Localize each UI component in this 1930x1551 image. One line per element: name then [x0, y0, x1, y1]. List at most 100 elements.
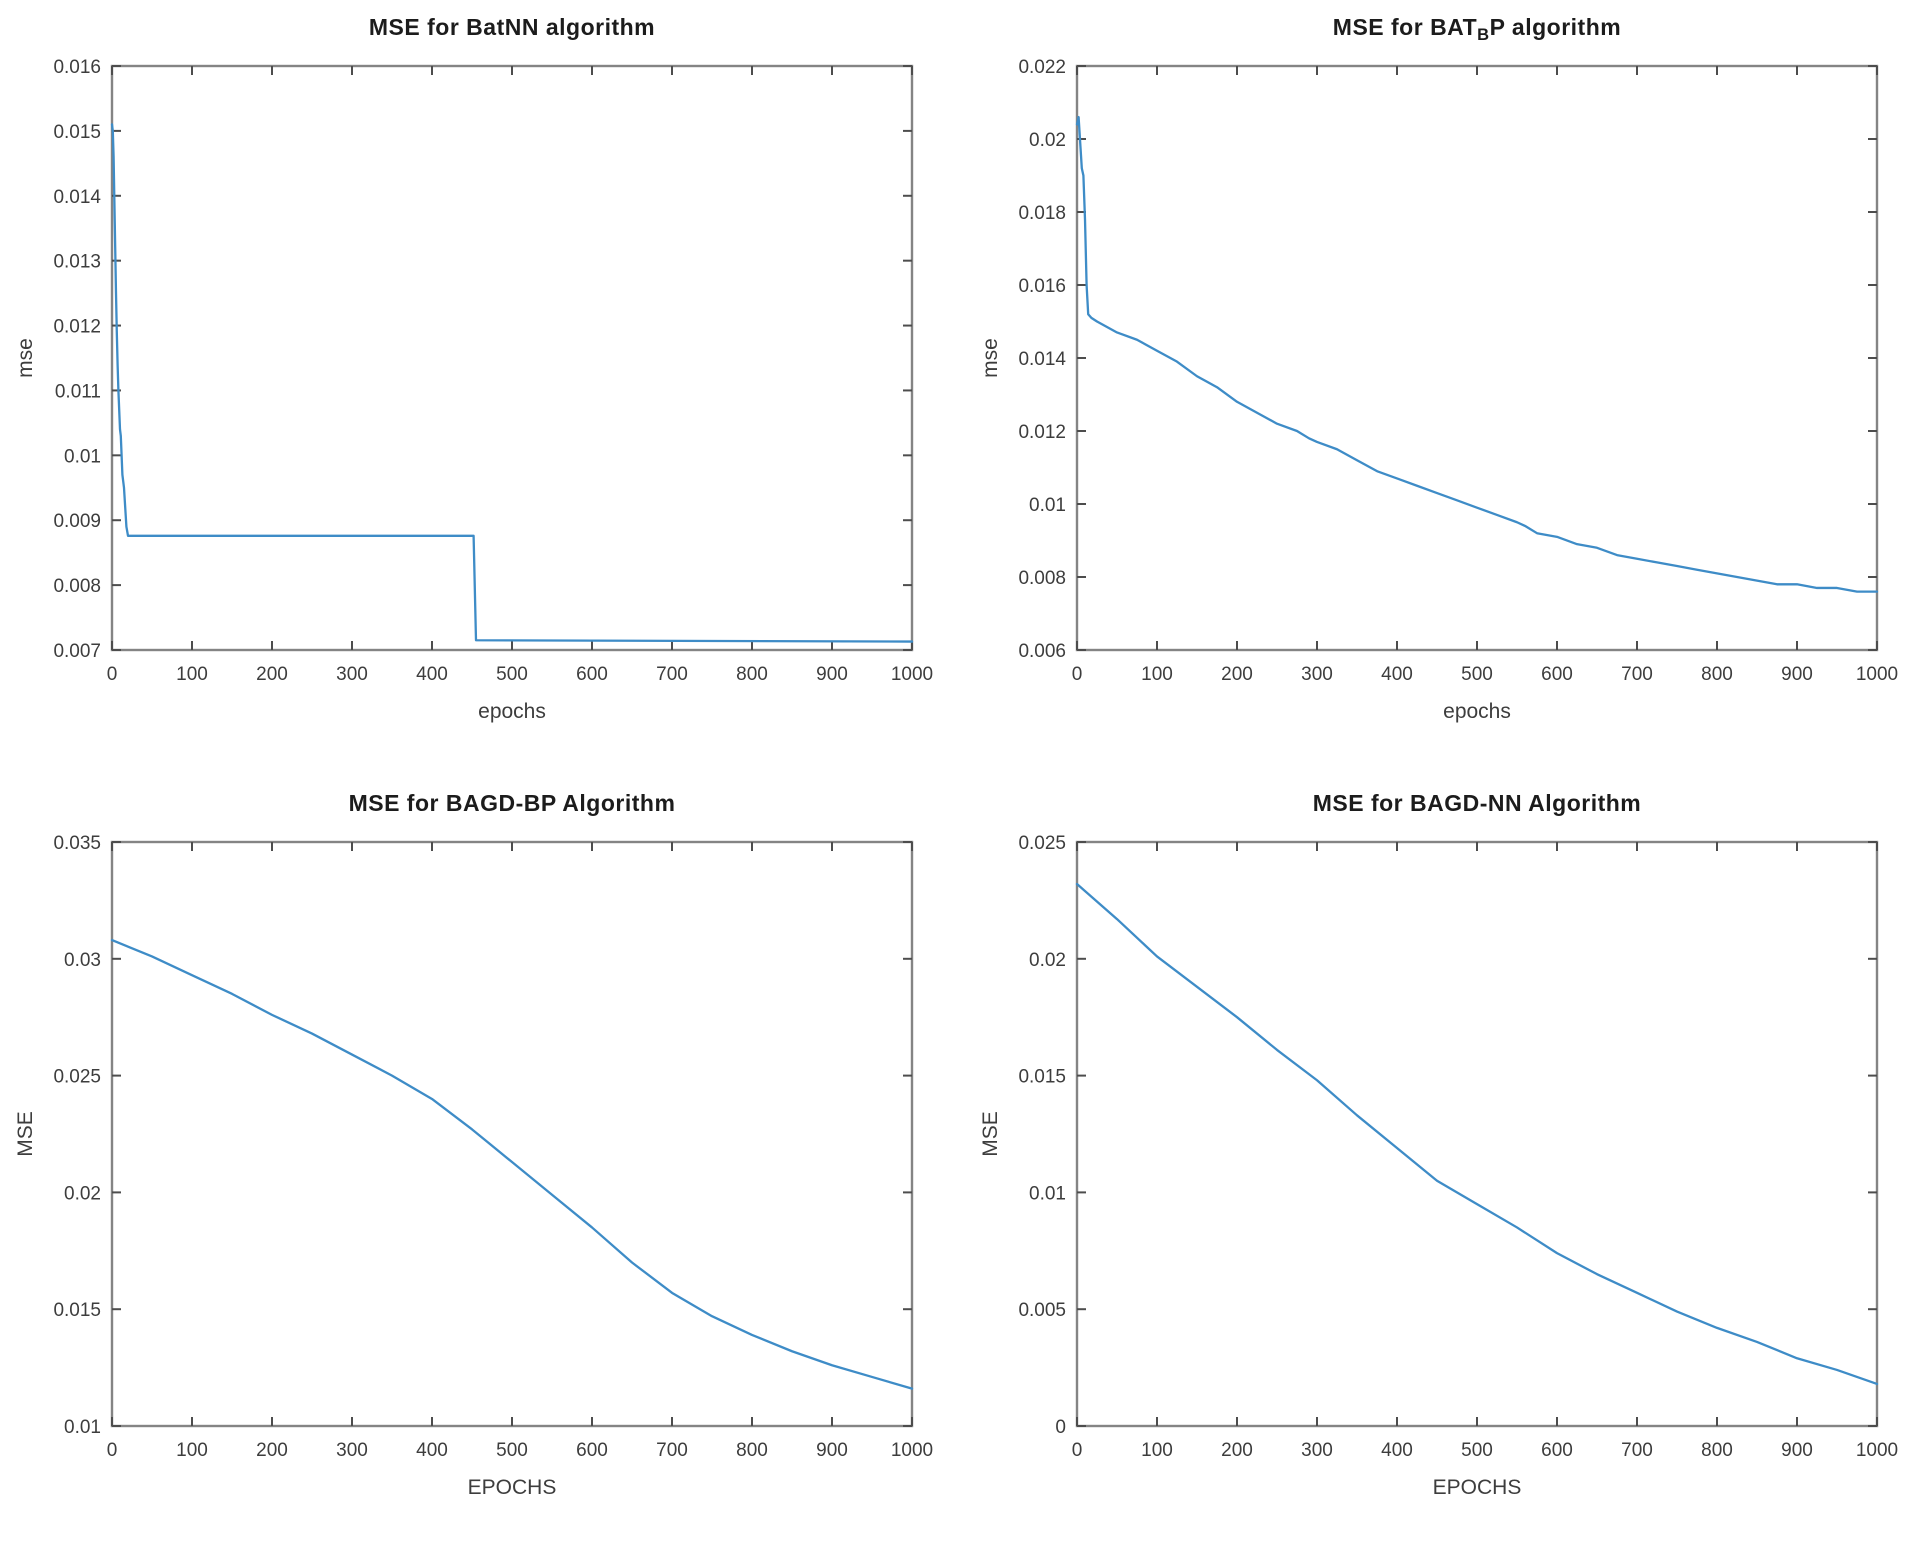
batnn-ytick-label: 0.016 — [53, 57, 101, 78]
bat-bp-xtick-label: 100 — [1141, 664, 1173, 685]
plot-bagdnn-ylabel: MSE — [979, 1111, 1002, 1157]
plot-batbp-title-subscript: B — [1477, 24, 1490, 44]
batnn-ytick-label: 0.014 — [53, 187, 101, 208]
bagd-nn-xtick-label: 0 — [1072, 1440, 1083, 1461]
bagd-nn-ytick-label: 0.01 — [1029, 1183, 1066, 1204]
bat-bp-ytick-label: 0.022 — [1018, 57, 1066, 78]
bagd-nn-xtick-label: 200 — [1221, 1440, 1253, 1461]
bagd-bp-xtick-label: 200 — [256, 1440, 288, 1461]
bagd-nn-mse-curve — [1075, 882, 1879, 1386]
bagd-nn-xtick-label: 600 — [1541, 1440, 1573, 1461]
plot-bagdbp: 0 100 200 300 400 500 600 700 800 900 1000 0.01 0.01… — [0, 776, 965, 1551]
plot-bagdnn-title: MSE for BAGD-NN Algorithm — [1313, 790, 1642, 821]
batnn-xtick-label: 200 — [256, 664, 288, 685]
bagd-bp-axes-box — [110, 840, 914, 1428]
batnn-xtick-label: 400 — [416, 664, 448, 685]
plot-bagdnn-xlabel: EPOCHS — [1432, 1476, 1522, 1499]
plot-bagdbp-xlabel: EPOCHS — [467, 1476, 557, 1499]
batnn-xtick-label: 100 — [176, 664, 208, 685]
plot-batnn-xlabel: epochs — [478, 700, 546, 723]
bat-bp-ytick-label: 0.006 — [1018, 641, 1066, 662]
batnn-xtick-label: 300 — [336, 664, 368, 685]
bat-bp-xtick-label: 600 — [1541, 664, 1573, 685]
batnn-xtick-label: 700 — [656, 664, 688, 685]
bagd-nn-xtick-label: 400 — [1381, 1440, 1413, 1461]
plot-batbp-ylabel: mse — [979, 338, 1002, 378]
plot-batnn-title-text: MSE for BatNN algorithm — [368, 14, 656, 40]
plot-batbp-canvas: 0 100 200 300 400 500 600 700 800 900 1000 0.006 0.0… — [1018, 57, 1898, 685]
bat-bp-xtick-label: 400 — [1381, 664, 1413, 685]
bat-bp-ytick-label: 0.02 — [1029, 130, 1066, 151]
plot-batbp-title-text: MSE for BAT — [1332, 14, 1478, 40]
bat-bp-mse-curve — [1075, 115, 1879, 593]
bagd-bp-xtick-label: 0 — [107, 1440, 118, 1461]
batnn-ytick-label: 0.008 — [53, 576, 101, 597]
bat-bp-xtick-label: 500 — [1461, 664, 1493, 685]
batnn-ytick-label: 0.011 — [55, 381, 101, 402]
bagd-nn-ytick-label: 0 — [1055, 1417, 1066, 1438]
bagd-bp-ytick-label: 0.025 — [53, 1067, 101, 1088]
bat-bp-ytick-label: 0.016 — [1018, 276, 1066, 297]
bagd-nn-xtick-label: 500 — [1461, 1440, 1493, 1461]
bagd-nn-xtick-label: 800 — [1701, 1440, 1733, 1461]
batnn-mse-curve — [110, 123, 914, 643]
batnn-ytick-label: 0.015 — [53, 122, 101, 143]
bat-bp-ytick-label: 0.01 — [1029, 495, 1066, 516]
bagd-nn-ytick-label: 0.015 — [1018, 1067, 1066, 1088]
batnn-ytick-label: 0.013 — [53, 252, 101, 273]
batnn-ytick-label: 0.007 — [53, 641, 101, 662]
bagd-bp-xtick-label: 100 — [176, 1440, 208, 1461]
bat-bp-xtick-label: 300 — [1301, 664, 1333, 685]
bat-bp-xtick-label: 1000 — [1856, 664, 1898, 685]
bat-bp-xtick-label: 800 — [1701, 664, 1733, 685]
plot-bagdnn-title-text: MSE for BAGD-NN Algorithm — [1312, 790, 1642, 816]
plot-batnn-ylabel: mse — [14, 338, 37, 378]
bat-bp-xtick-label: 0 — [1072, 664, 1083, 685]
batnn-axes-box — [110, 64, 914, 652]
plot-batnn: 0 100 200 300 400 500 600 700 800 900 1000 0.007 0.0… — [0, 0, 965, 775]
plot-batbp-xlabel: epochs — [1443, 700, 1511, 723]
batnn-xtick-label: 0 — [107, 664, 118, 685]
plot-bagdbp-title-text: MSE for BAGD-BP Algorithm — [348, 790, 676, 816]
bagd-bp-ytick-label: 0.03 — [64, 950, 101, 971]
bat-bp-xtick-label: 700 — [1621, 664, 1653, 685]
bagd-nn-ytick-label: 0.025 — [1018, 833, 1066, 854]
bagd-bp-ytick-label: 0.01 — [64, 1417, 101, 1438]
bagd-bp-xtick-label: 300 — [336, 1440, 368, 1461]
bagd-nn-xtick-label: 900 — [1781, 1440, 1813, 1461]
batnn-ytick-label: 0.009 — [53, 511, 101, 532]
batnn-xtick-label: 800 — [736, 664, 768, 685]
bagd-bp-xtick-label: 900 — [816, 1440, 848, 1461]
bagd-nn-xtick-label: 100 — [1141, 1440, 1173, 1461]
bat-bp-ytick-label: 0.018 — [1018, 203, 1066, 224]
bagd-bp-ytick-label: 0.035 — [53, 833, 101, 854]
plot-batbp: 0 100 200 300 400 500 600 700 800 900 1000 0.006 0.0… — [965, 0, 1930, 775]
bat-bp-ytick-label: 0.008 — [1018, 568, 1066, 589]
plot-bagdbp-title: MSE for BAGD-BP Algorithm — [349, 790, 676, 821]
bagd-bp-xtick-label: 500 — [496, 1440, 528, 1461]
bagd-bp-xtick-label: 800 — [736, 1440, 768, 1461]
bagd-bp-mse-curve — [110, 938, 914, 1390]
plot-bagdbp-canvas: 0 100 200 300 400 500 600 700 800 900 1000 0.01 0.01… — [53, 833, 933, 1461]
plot-batbp-title-suffix: P algorithm — [1489, 14, 1622, 40]
batnn-ytick-label: 0.01 — [64, 446, 101, 467]
plot-bagdnn: 0 100 200 300 400 500 600 700 800 900 1000 0 0.005 0.… — [965, 776, 1930, 1551]
plot-batnn-title: MSE for BatNN algorithm — [369, 14, 655, 45]
batnn-xtick-label: 500 — [496, 664, 528, 685]
bagd-nn-ytick-label: 0.02 — [1029, 950, 1066, 971]
bagd-nn-xtick-label: 700 — [1621, 1440, 1653, 1461]
bat-bp-ytick-label: 0.014 — [1018, 349, 1066, 370]
bagd-nn-xtick-label: 1000 — [1856, 1440, 1898, 1461]
plot-batbp-title: MSE for BATBP algorithm — [1333, 14, 1621, 45]
bat-bp-axes-box — [1075, 64, 1879, 652]
batnn-xtick-label: 1000 — [891, 664, 933, 685]
plot-bagdbp-ylabel: MSE — [14, 1111, 37, 1157]
batnn-ytick-label: 0.012 — [53, 317, 101, 338]
bagd-bp-xtick-label: 1000 — [891, 1440, 933, 1461]
bagd-bp-ytick-label: 0.015 — [53, 1300, 101, 1321]
bat-bp-xtick-label: 200 — [1221, 664, 1253, 685]
bat-bp-ytick-label: 0.012 — [1018, 422, 1066, 443]
plot-batnn-canvas: 0 100 200 300 400 500 600 700 800 900 1000 0.007 0.0… — [53, 57, 933, 685]
bagd-bp-xtick-label: 400 — [416, 1440, 448, 1461]
